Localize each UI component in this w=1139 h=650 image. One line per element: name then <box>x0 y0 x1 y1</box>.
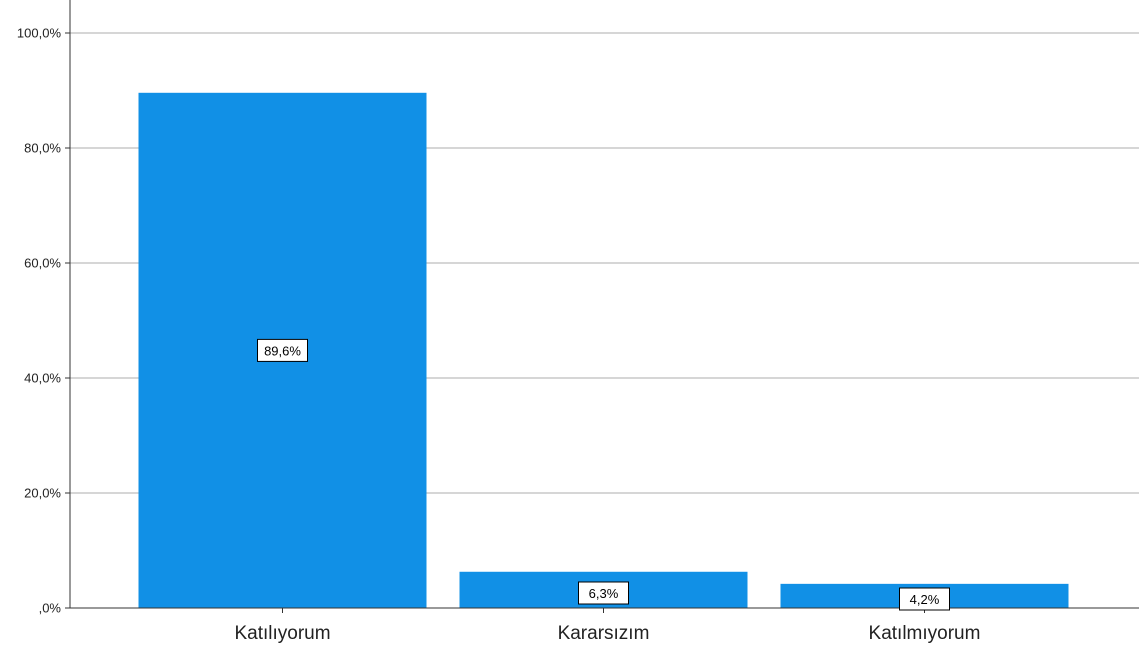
data-label-text: 4,2% <box>910 592 940 607</box>
data-labels: 89,6% 6,3% 4,2% <box>257 338 950 611</box>
y-axis-ticks: ,0% 20,0% 40,0% 60,0% 80,0% 100,0% <box>17 26 70 616</box>
x-tick-label: Katılıyorum <box>234 623 330 644</box>
data-label-box <box>578 581 629 605</box>
data-label-3: 4,2% <box>899 587 950 611</box>
y-tick-label: 40,0% <box>24 371 61 386</box>
x-tick-label: Katılmıyorum <box>869 623 981 644</box>
data-label-text: 89,6% <box>264 343 301 358</box>
x-tick-label: Kararsızım <box>558 623 650 644</box>
data-label-box <box>257 338 308 362</box>
y-tick-label: ,0% <box>39 601 62 616</box>
y-tick-label: 100,0% <box>17 26 62 41</box>
y-tick-label: 20,0% <box>24 486 61 501</box>
y-tick-label: 60,0% <box>24 256 61 271</box>
axes <box>69 0 1139 609</box>
data-label-box <box>899 587 950 611</box>
data-label-text: 6,3% <box>589 586 619 601</box>
x-axis-ticks: Katılıyorum Kararsızım Katılmıyorum <box>234 608 980 644</box>
data-label-1: 89,6% <box>257 338 308 362</box>
y-tick-label: 80,0% <box>24 141 61 156</box>
data-label-2: 6,3% <box>578 581 629 605</box>
